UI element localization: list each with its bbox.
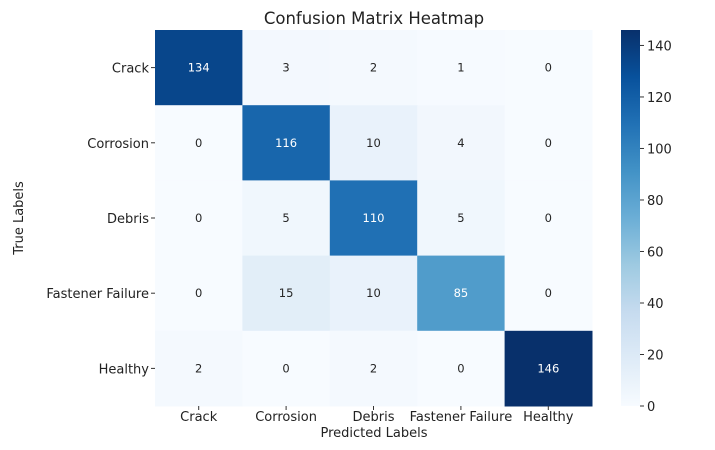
cell-value: 5 bbox=[282, 211, 289, 225]
heatmap-cell bbox=[504, 180, 593, 257]
cell-value: 10 bbox=[366, 136, 381, 150]
y-tick-label: Crack bbox=[112, 62, 150, 77]
heatmap-cell bbox=[242, 30, 331, 106]
y-tick-label: Fastener Failure bbox=[46, 287, 149, 302]
cell-value: 0 bbox=[545, 61, 552, 75]
heatmap-cell bbox=[242, 180, 331, 257]
x-axis-ticks: Crack Corrosion Debris Fastener Failure Heal… bbox=[180, 406, 574, 425]
heatmap-cell bbox=[155, 105, 243, 181]
colorbar-tick-label: 100 bbox=[647, 142, 672, 157]
cell-value: 85 bbox=[454, 286, 469, 300]
x-tick-label: Fastener Failure bbox=[410, 410, 513, 425]
colorbar-tick-label: 0 bbox=[647, 400, 655, 415]
heatmap-cell bbox=[417, 180, 506, 257]
cell-value: 0 bbox=[545, 136, 552, 150]
heatmap-cells bbox=[155, 30, 593, 407]
cell-value: 2 bbox=[370, 361, 377, 375]
heatmap-cell bbox=[329, 105, 418, 181]
cell-value: 134 bbox=[188, 61, 210, 75]
cell-value: 10 bbox=[366, 286, 381, 300]
x-tick-label: Crack bbox=[180, 410, 218, 425]
cell-annotations: 134 3 2 1 00 116 10 4 00 5 110 5 00 15 10 85 02 0 2 0 146 bbox=[188, 61, 560, 376]
x-axis-label: Predicted Labels bbox=[320, 426, 427, 441]
colorbar-ticks: 0 20 40 60 80 100 120 140 bbox=[640, 39, 672, 415]
cell-value: 2 bbox=[195, 361, 202, 375]
cell-value: 146 bbox=[537, 361, 559, 375]
colorbar-tick-label: 140 bbox=[647, 39, 672, 54]
cell-value: 4 bbox=[457, 136, 464, 150]
chart-title: Confusion Matrix Heatmap bbox=[264, 9, 484, 28]
cell-value: 5 bbox=[457, 211, 464, 225]
heatmap-cell bbox=[242, 105, 331, 181]
y-tick-label: Debris bbox=[107, 212, 149, 227]
colorbar-tick-label: 120 bbox=[647, 91, 672, 106]
heatmap-cell bbox=[504, 330, 593, 407]
cell-value: 0 bbox=[457, 361, 464, 375]
colorbar bbox=[621, 30, 640, 406]
heatmap-cell bbox=[417, 255, 506, 332]
cell-value: 15 bbox=[279, 286, 294, 300]
cell-value: 0 bbox=[195, 286, 202, 300]
cell-value: 0 bbox=[545, 211, 552, 225]
x-tick-label: Corrosion bbox=[255, 410, 317, 425]
heatmap-cell bbox=[504, 255, 593, 332]
heatmap-cell bbox=[329, 180, 418, 257]
heatmap-cell bbox=[155, 30, 243, 106]
heatmap-cell bbox=[417, 330, 506, 407]
y-tick-label: Healthy bbox=[99, 362, 150, 377]
colorbar-tick-label: 40 bbox=[647, 297, 664, 312]
cell-value: 0 bbox=[545, 286, 552, 300]
y-axis-ticks: Crack Corrosion Debris Fastener Failure Heal… bbox=[46, 62, 155, 377]
heatmap-cell bbox=[155, 255, 243, 332]
x-tick-label: Debris bbox=[353, 410, 395, 425]
heatmap-cell bbox=[329, 30, 418, 106]
colorbar-tick-label: 20 bbox=[647, 348, 664, 363]
heatmap-cell bbox=[417, 105, 506, 181]
x-tick-label: Healthy bbox=[523, 410, 574, 425]
cell-value: 0 bbox=[195, 136, 202, 150]
cell-value: 0 bbox=[195, 211, 202, 225]
heatmap-cell bbox=[329, 255, 418, 332]
heatmap-cell bbox=[155, 180, 243, 257]
cell-value: 110 bbox=[363, 211, 385, 225]
colorbar-tick-label: 80 bbox=[647, 194, 664, 209]
cell-value: 0 bbox=[282, 361, 289, 375]
heatmap-cell bbox=[417, 30, 506, 106]
cell-value: 2 bbox=[370, 61, 377, 75]
heatmap-cell bbox=[155, 330, 243, 407]
y-axis-label: True Labels bbox=[12, 181, 27, 256]
heatmap-cell bbox=[329, 330, 418, 407]
heatmap-cell bbox=[242, 255, 331, 332]
cell-value: 3 bbox=[282, 61, 289, 75]
cell-value: 1 bbox=[457, 61, 464, 75]
heatmap-cell bbox=[504, 105, 593, 181]
heatmap-cell bbox=[242, 330, 331, 407]
colorbar-tick-label: 60 bbox=[647, 245, 664, 260]
heatmap-cell bbox=[504, 30, 593, 106]
cell-value: 116 bbox=[275, 136, 297, 150]
y-tick-label: Corrosion bbox=[87, 137, 149, 152]
